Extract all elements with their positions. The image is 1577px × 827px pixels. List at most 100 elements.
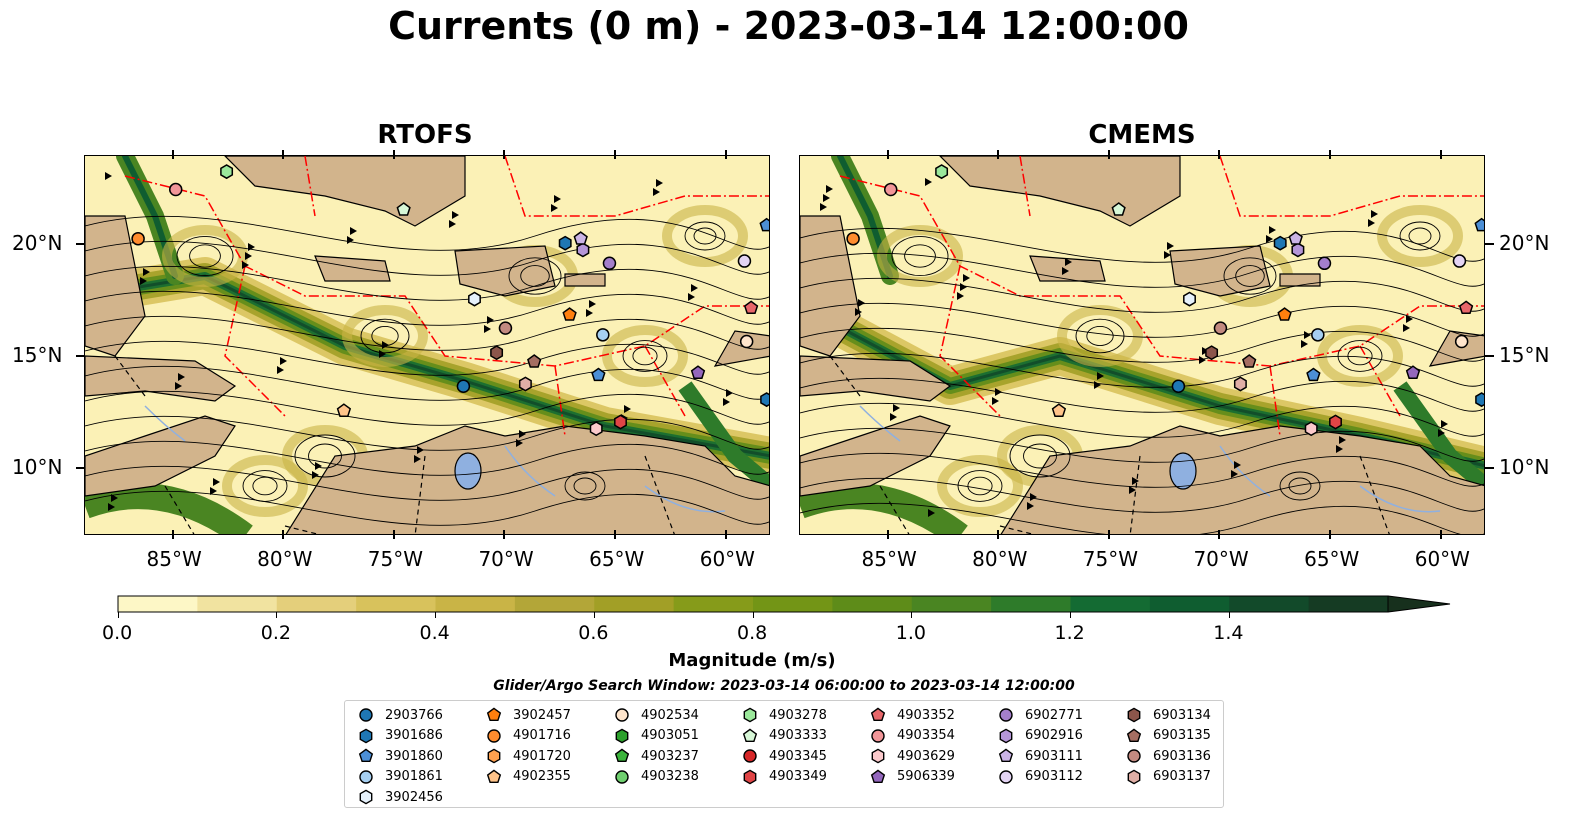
colorbar-segment	[514, 596, 595, 612]
x-tick-label: 75°W	[1082, 547, 1139, 571]
y-tick-label: 15°N	[1499, 343, 1550, 368]
float-marker-3902457[interactable]	[562, 307, 577, 321]
float-marker-3901861[interactable]	[1311, 328, 1325, 342]
float-marker-3901686[interactable]	[558, 235, 572, 251]
legend-item: 6903135	[1125, 726, 1211, 746]
float-marker-6903112[interactable]	[737, 254, 752, 268]
float-marker-6903136[interactable]	[1213, 321, 1228, 335]
float-marker-4902355[interactable]	[336, 403, 352, 417]
legend-label: 4903354	[897, 728, 955, 743]
hexagon-marker-icon	[999, 728, 1013, 743]
float-marker-4902534[interactable]	[1454, 334, 1469, 349]
float-marker-4903278[interactable]	[220, 164, 234, 180]
float-marker-6903111[interactable]	[573, 231, 588, 245]
float-marker-4901716[interactable]	[846, 231, 860, 246]
float-marker-4903278[interactable]	[935, 164, 949, 180]
x-tick-mark-top	[1218, 150, 1221, 159]
x-tick-mark	[724, 530, 727, 539]
float-marker-3901686[interactable]	[1273, 235, 1287, 251]
float-marker-6902771[interactable]	[602, 256, 617, 271]
float-marker-3902456[interactable]	[1183, 291, 1196, 307]
colorbar-tick-label: 0.6	[578, 622, 609, 644]
hexagon-marker-icon	[743, 707, 757, 723]
float-marker-4903349[interactable]	[614, 414, 627, 430]
float-marker-6902771[interactable]	[1317, 256, 1332, 271]
float-marker-4903629[interactable]	[1304, 421, 1318, 437]
legend-item: 4903345	[741, 746, 827, 766]
float-marker-4903354[interactable]	[883, 182, 898, 197]
float-marker-5906339[interactable]	[1405, 365, 1421, 379]
float-marker-6903111[interactable]	[1288, 231, 1303, 245]
legend-label: 6903136	[1153, 748, 1211, 764]
legend-label: 3901861	[385, 769, 443, 784]
float-marker-4903333[interactable]	[1111, 202, 1126, 216]
hexagon-marker-icon	[743, 769, 757, 784]
float-marker-3901686[interactable]	[760, 392, 770, 408]
float-marker-4903349[interactable]	[1329, 414, 1342, 430]
float-marker-3902457[interactable]	[1277, 307, 1292, 321]
x-tick-label: 60°W	[1414, 547, 1470, 571]
legend-label: 4901720	[513, 748, 571, 764]
colorbar-segment	[832, 596, 913, 612]
float-marker-6903136[interactable]	[498, 321, 513, 335]
float-marker-6903137[interactable]	[1233, 376, 1247, 392]
float-marker-4903354[interactable]	[168, 182, 183, 197]
float-marker-6903135[interactable]	[1242, 354, 1257, 368]
y-tick-label: 20°N	[1499, 231, 1550, 256]
float-marker-6903134[interactable]	[490, 345, 504, 361]
float-marker-4902534[interactable]	[739, 334, 754, 349]
float-marker-6903134[interactable]	[1205, 345, 1219, 361]
legend-label: 6902771	[1025, 707, 1083, 723]
float-marker-4903352[interactable]	[743, 300, 759, 315]
legend-label: 4903237	[641, 748, 699, 764]
y-tick-mark	[76, 466, 85, 469]
legend-item: 6902916	[997, 726, 1083, 746]
float-marker-6903135[interactable]	[527, 354, 542, 368]
colorbar-tick-label: 1.0	[895, 622, 926, 644]
colorbar-segment	[911, 596, 992, 612]
float-marker-2903766[interactable]	[1171, 379, 1186, 393]
legend-item: 3901860	[357, 746, 443, 766]
legend-label: 4903051	[641, 728, 699, 743]
float-marker-6903137[interactable]	[518, 376, 532, 392]
float-marker-3901860[interactable]	[1474, 217, 1485, 232]
colorbar-segment	[1229, 596, 1310, 612]
y-tick-mark	[1485, 466, 1494, 469]
x-tick-mark	[1329, 530, 1332, 539]
pentagon-marker-icon	[742, 728, 758, 742]
legend-label: 6903135	[1153, 728, 1211, 743]
legend-label: 5906339	[897, 769, 955, 784]
legend-label: 4902355	[513, 769, 571, 784]
colorbar-tick-mark	[752, 612, 754, 618]
float-marker-6903112[interactable]	[1452, 254, 1467, 268]
float-marker-2903766[interactable]	[456, 379, 471, 393]
float-marker-3901686[interactable]	[1475, 392, 1485, 408]
float-marker-4903352[interactable]	[1458, 300, 1474, 315]
float-marker-3901860[interactable]	[1306, 367, 1321, 382]
legend-item: 4901716	[485, 726, 571, 746]
float-marker-6902916[interactable]	[576, 242, 590, 258]
float-marker-4902355[interactable]	[1051, 403, 1067, 417]
x-tick-mark-top	[503, 150, 506, 159]
legend-item: 4902355	[485, 767, 571, 787]
x-tick-label: 85°W	[861, 547, 917, 571]
x-tick-mark	[1107, 530, 1110, 539]
float-marker-6902916[interactable]	[1291, 242, 1305, 258]
float-marker-3901860[interactable]	[591, 367, 606, 382]
legend-item: 6903134	[1125, 705, 1211, 725]
float-marker-4903333[interactable]	[396, 202, 411, 216]
float-marker-3901861[interactable]	[596, 328, 610, 342]
legend-item: 4903352	[869, 705, 955, 725]
legend-label: 6902916	[1025, 728, 1083, 743]
float-marker-3902456[interactable]	[468, 291, 481, 307]
float-marker-3901860[interactable]	[759, 217, 770, 232]
x-tick-mark-top	[724, 150, 727, 159]
float-marker-5906339[interactable]	[690, 365, 706, 379]
cmems-current-map[interactable]	[799, 155, 1485, 535]
rtofs-current-map[interactable]	[84, 155, 770, 535]
circle-marker-icon	[615, 708, 629, 722]
x-tick-mark	[614, 530, 617, 539]
colorbar-tick-mark	[1228, 612, 1230, 618]
float-marker-4903629[interactable]	[589, 421, 603, 437]
float-marker-4901716[interactable]	[131, 231, 145, 246]
